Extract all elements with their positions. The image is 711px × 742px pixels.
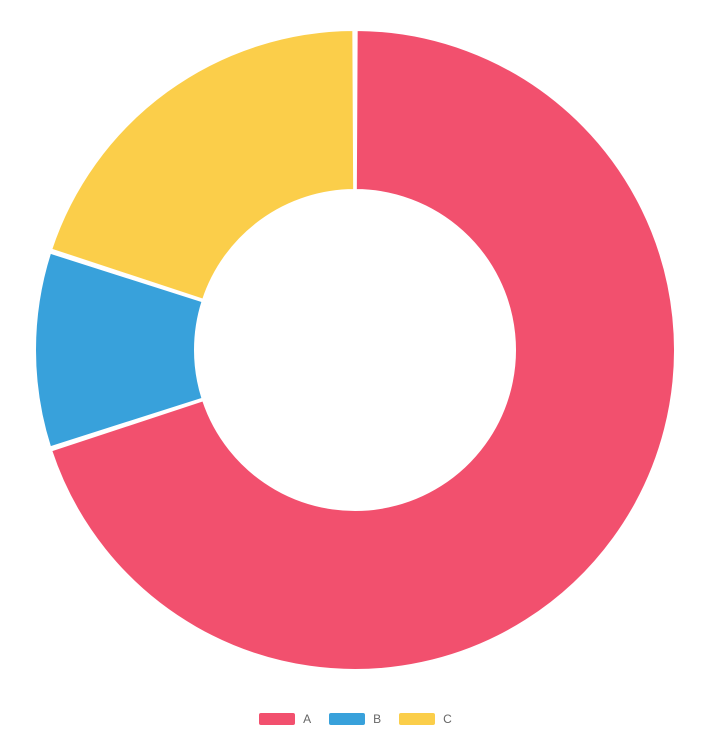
legend-swatch-c <box>399 713 435 725</box>
donut-chart-svg <box>0 0 711 742</box>
legend-swatch-a <box>259 713 295 725</box>
legend-label: B <box>373 712 381 726</box>
legend-item-b[interactable]: B <box>329 712 381 726</box>
legend-item-c[interactable]: C <box>399 712 452 726</box>
legend-item-a[interactable]: A <box>259 712 311 726</box>
donut-slice-c[interactable] <box>51 30 354 300</box>
legend-swatch-b <box>329 713 365 725</box>
legend-label: C <box>443 712 452 726</box>
donut-chart: A B C <box>0 0 711 742</box>
chart-legend: A B C <box>0 712 711 726</box>
legend-label: A <box>303 712 311 726</box>
